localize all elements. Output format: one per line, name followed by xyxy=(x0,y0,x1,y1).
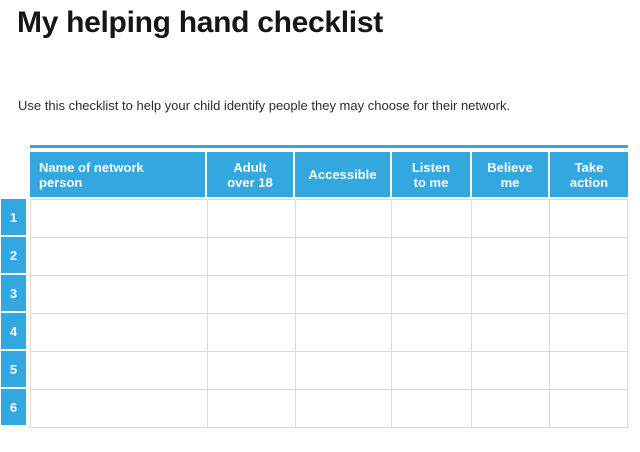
cell-take-action xyxy=(550,276,629,314)
cell-adult-over-18 xyxy=(207,276,296,314)
cell-name-of-network-person xyxy=(31,390,208,428)
cell-believe-me xyxy=(472,390,551,428)
cell-adult-over-18 xyxy=(207,390,296,428)
cell-name-of-network-person xyxy=(31,276,208,314)
table-row-3 xyxy=(31,276,629,314)
table-row-5 xyxy=(31,352,629,390)
cell-accessible xyxy=(295,200,393,238)
cell-take-action xyxy=(550,200,629,238)
cell-adult-over-18 xyxy=(207,352,296,390)
cell-listen-to-me xyxy=(392,200,473,238)
cell-listen-to-me xyxy=(392,238,473,276)
row-number-5: 5 xyxy=(1,351,26,387)
row-number-column: 1 2 3 4 5 6 xyxy=(1,199,26,427)
page-subtitle: Use this checklist to help your child id… xyxy=(18,98,511,113)
cell-adult-over-18 xyxy=(207,200,296,238)
cell-believe-me xyxy=(472,276,551,314)
row-number-3: 3 xyxy=(1,275,26,311)
cell-believe-me xyxy=(472,238,551,276)
cell-take-action xyxy=(550,314,629,352)
table-body xyxy=(30,199,629,428)
cell-listen-to-me xyxy=(392,314,473,352)
row-number-6: 6 xyxy=(1,389,26,425)
cell-believe-me xyxy=(472,314,551,352)
column-header-believe-me: Believe me xyxy=(472,152,550,197)
table-row-2 xyxy=(31,238,629,276)
cell-accessible xyxy=(295,314,393,352)
cell-take-action xyxy=(550,352,629,390)
cell-take-action xyxy=(550,390,629,428)
page-title: My helping hand checklist xyxy=(17,6,383,39)
cell-believe-me xyxy=(472,352,551,390)
cell-name-of-network-person xyxy=(31,200,208,238)
cell-accessible xyxy=(295,276,393,314)
column-header-adult-over-18: Adult over 18 xyxy=(207,152,295,197)
column-header-take-action: Take action xyxy=(550,152,628,197)
cell-name-of-network-person xyxy=(31,352,208,390)
cell-take-action xyxy=(550,238,629,276)
table-header-row: Name of network person Adult over 18 Acc… xyxy=(30,152,628,197)
checklist-table: Name of network person Adult over 18 Acc… xyxy=(0,145,640,435)
row-number-4: 4 xyxy=(1,313,26,349)
cell-listen-to-me xyxy=(392,276,473,314)
cell-adult-over-18 xyxy=(207,238,296,276)
row-number-2: 2 xyxy=(1,237,26,273)
column-header-name-of-network-person: Name of network person xyxy=(30,152,207,197)
cell-name-of-network-person xyxy=(31,238,208,276)
cell-listen-to-me xyxy=(392,352,473,390)
column-header-listen-to-me: Listen to me xyxy=(392,152,472,197)
cell-listen-to-me xyxy=(392,390,473,428)
cell-accessible xyxy=(295,352,393,390)
cell-accessible xyxy=(295,238,393,276)
cell-adult-over-18 xyxy=(207,314,296,352)
table-row-6 xyxy=(31,390,629,428)
table-row-1 xyxy=(31,200,629,238)
table-top-border xyxy=(30,145,628,148)
table-row-4 xyxy=(31,314,629,352)
row-number-1: 1 xyxy=(1,199,26,235)
cell-believe-me xyxy=(472,200,551,238)
column-header-accessible: Accessible xyxy=(295,152,392,197)
cell-accessible xyxy=(295,390,393,428)
cell-name-of-network-person xyxy=(31,314,208,352)
